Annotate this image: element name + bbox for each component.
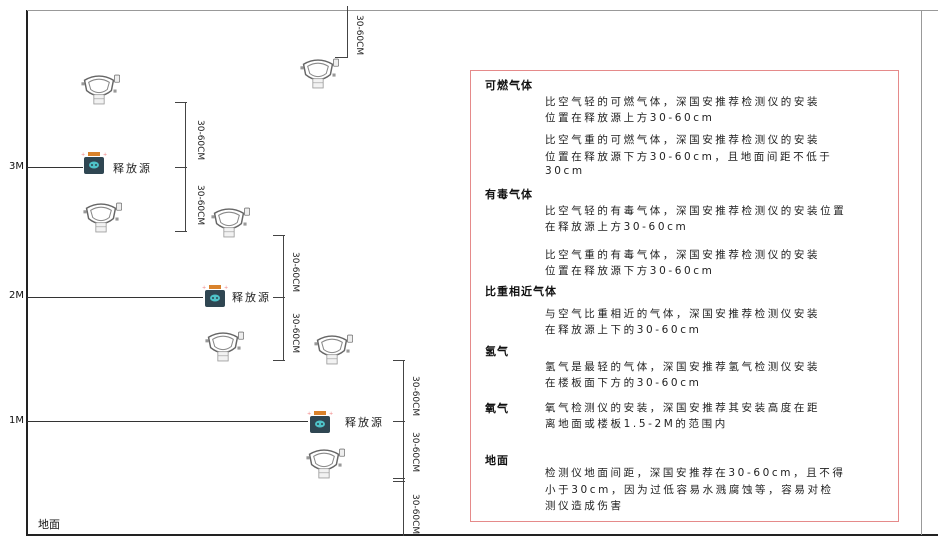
gas-detector-icon	[208, 207, 250, 238]
right-wall-line	[921, 10, 922, 535]
section-text: 氧气检测仪的安装，深国安推荐其安装高度在距	[545, 402, 821, 414]
section-heading: 氢气	[485, 345, 509, 358]
level-2m-line	[27, 297, 203, 298]
section-text: 检测仪地面间距，深国安推荐在30-60cm，且不得	[545, 467, 846, 479]
section-text: 位置在释放源下方30-60cm，且地面间距不低于	[545, 151, 833, 163]
dimension-label: 30-60CM	[410, 494, 420, 535]
section-text: 比空气轻的有毒气体，深国安推荐检测仪的安装位置	[545, 205, 847, 217]
ceiling-line	[27, 10, 938, 11]
dimension-tick	[273, 360, 285, 361]
dimension-line	[283, 235, 284, 361]
section-text: 30cm	[545, 165, 585, 177]
section-heading: 比重相近气体	[485, 285, 557, 298]
dimension-tick	[273, 235, 285, 236]
section-text: 测仪造成伤害	[545, 500, 624, 512]
dimension-tick	[175, 167, 187, 168]
section-text: 比空气重的有毒气体，深国安推荐检测仪的安装	[545, 249, 821, 261]
dimension-label: 30-60CM	[354, 15, 364, 56]
section-text: 位置在释放源上方30-60cm	[545, 112, 715, 124]
section-heading: 氧气	[485, 402, 509, 415]
level-1m-line	[27, 421, 308, 422]
gas-detector-icon	[311, 334, 353, 365]
dimension-tick	[175, 102, 187, 103]
dimension-line	[403, 360, 404, 536]
dimension-tick	[393, 481, 405, 482]
ground-label: 地面	[38, 518, 60, 531]
release-source-icon	[202, 284, 228, 308]
section-text: 位置在释放源下方30-60cm	[545, 265, 715, 277]
level-1m-label: 1M	[9, 415, 24, 426]
dimension-label: 30-60CM	[290, 252, 300, 293]
section-text: 比空气重的可燃气体，深国安推荐检测仪的安装	[545, 134, 821, 146]
gas-detector-icon	[297, 58, 339, 89]
section-text: 在楼板面下方的30-60cm	[545, 377, 702, 389]
level-2m-label: 2M	[9, 290, 24, 301]
section-text: 小于30cm，因为过低容易水溅腐蚀等，容易对检	[545, 484, 834, 496]
release-source-icon	[81, 151, 107, 175]
dimension-tick	[393, 478, 405, 479]
dimension-label: 30-60CM	[410, 376, 420, 417]
dimension-tick	[335, 57, 347, 58]
dimension-label: 30-60CM	[195, 120, 205, 161]
section-text: 在释放源上下的30-60cm	[545, 324, 702, 336]
section-heading: 地面	[485, 454, 509, 467]
section-text: 与空气比重相近的气体，深国安推荐检测仪安装	[545, 308, 821, 320]
dimension-tick	[393, 360, 405, 361]
floor-line	[27, 534, 938, 536]
release-source-label: 释放源	[113, 162, 152, 175]
gas-detector-icon	[202, 331, 244, 362]
dimension-label: 30-60CM	[290, 313, 300, 354]
section-heading: 可燃气体	[485, 79, 533, 92]
gas-detector-icon	[80, 202, 122, 233]
dimension-tick	[175, 231, 187, 232]
installation-guide-panel	[470, 70, 899, 522]
dimension-label: 30-60CM	[195, 185, 205, 226]
level-3m-line	[27, 167, 83, 168]
dimension-tick	[273, 297, 285, 298]
section-heading: 有毒气体	[485, 188, 533, 201]
section-text: 比空气轻的可燃气体，深国安推荐检测仪的安装	[545, 96, 821, 108]
wall-line	[26, 10, 28, 536]
dimension-tick	[393, 421, 405, 422]
dimension-label: 30-60CM	[410, 432, 420, 473]
gas-detector-icon	[303, 448, 345, 479]
release-source-label: 释放源	[345, 416, 384, 429]
release-source-label: 释放源	[232, 291, 271, 304]
section-text: 氢气是最轻的气体，深国安推荐氢气检测仪安装	[545, 361, 821, 373]
release-source-icon	[307, 410, 333, 434]
dimension-line	[347, 6, 348, 58]
section-text: 离地面或楼板1.5-2M的范围内	[545, 418, 728, 430]
section-text: 在释放源上方30-60cm	[545, 221, 689, 233]
dimension-line	[185, 102, 186, 231]
gas-detector-icon	[78, 74, 120, 105]
level-3m-label: 3M	[9, 161, 24, 172]
